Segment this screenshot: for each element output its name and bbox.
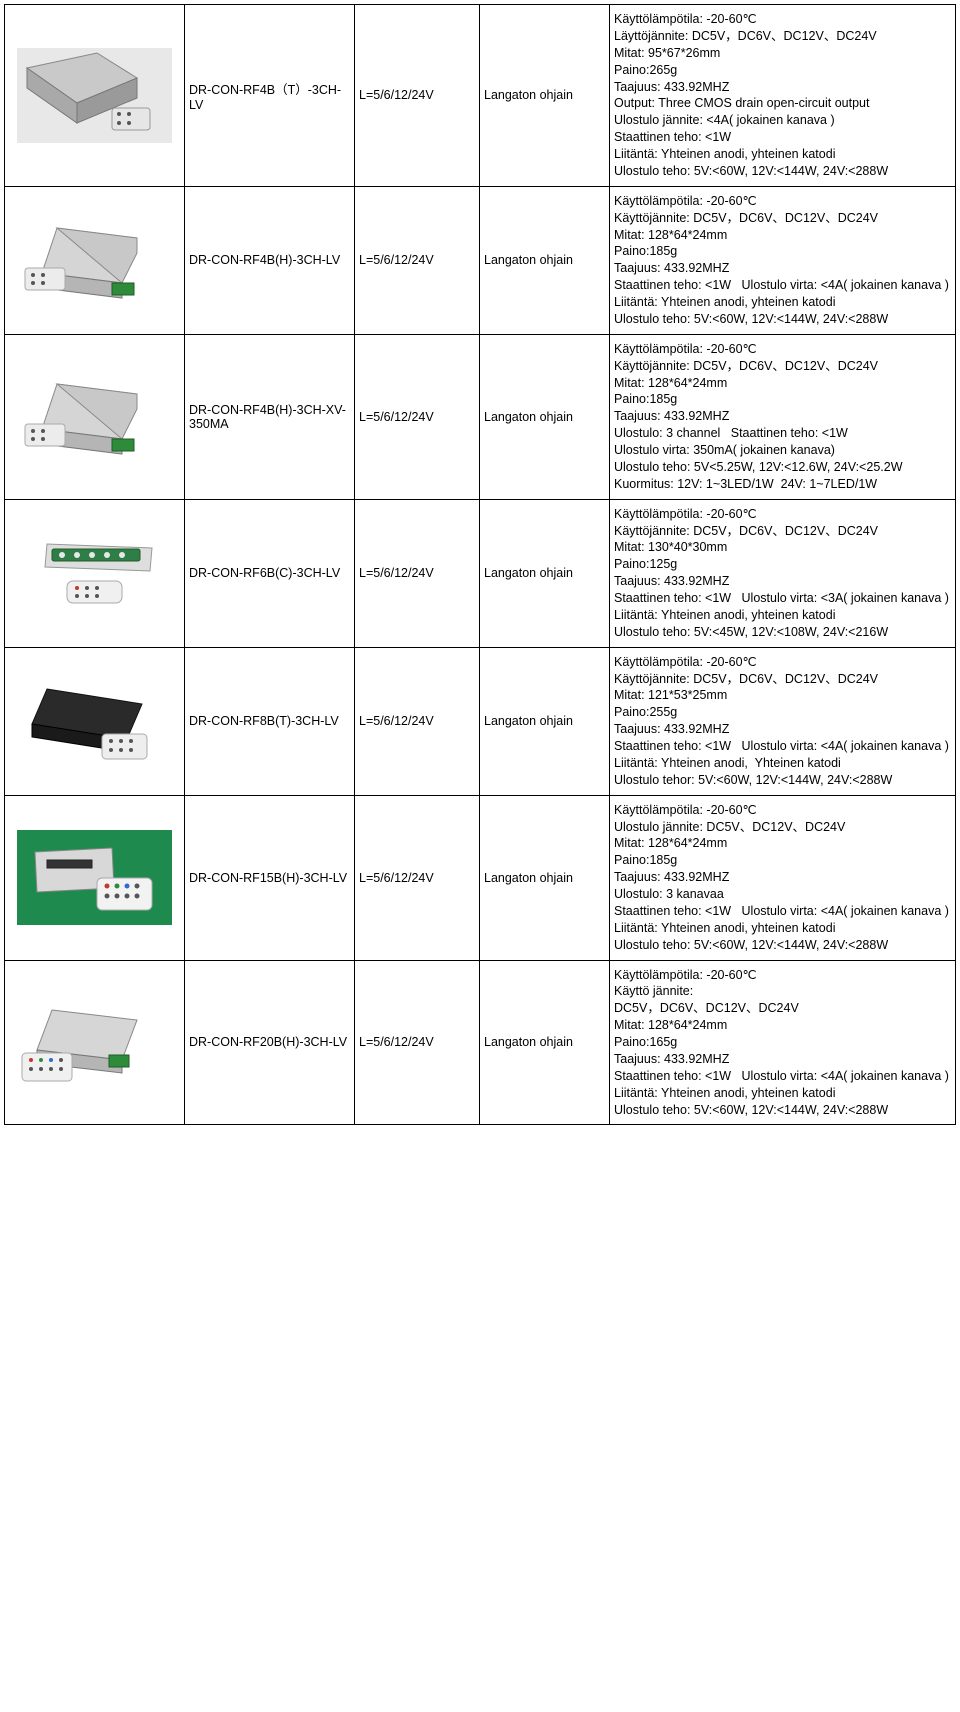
spec-text: Käyttölämpötila: -20-60℃ Ulostulo jännit… xyxy=(614,802,951,954)
table-row: DR-CON-RF20B(H)-3CH-LVL=5/6/12/24VLangat… xyxy=(5,960,956,1125)
product-image-cell xyxy=(5,5,185,187)
voltage-cell: L=5/6/12/24V xyxy=(355,795,480,960)
table-row: DR-CON-RF4B(H)-3CH-XV-350MAL=5/6/12/24VL… xyxy=(5,334,956,499)
spec-text: Käyttölämpötila: -20-60℃ Käyttöjännite: … xyxy=(614,506,951,641)
control-cell: Langaton ohjain xyxy=(480,499,610,647)
spec-cell: Käyttölämpötila: -20-60℃ Käyttö jännite:… xyxy=(610,960,956,1125)
product-image-cell xyxy=(5,795,185,960)
spec-text: Käyttölämpötila: -20-60℃ Käyttö jännite:… xyxy=(614,967,951,1119)
spec-cell: Käyttölämpötila: -20-60℃ Läyttöjännite: … xyxy=(610,5,956,187)
product-image-cell xyxy=(5,334,185,499)
spec-text: Käyttölämpötila: -20-60℃ Käyttöjännite: … xyxy=(614,341,951,493)
product-image xyxy=(17,518,172,628)
voltage-cell: L=5/6/12/24V xyxy=(355,647,480,795)
control-cell: Langaton ohjain xyxy=(480,647,610,795)
model-cell: DR-CON-RF15B(H)-3CH-LV xyxy=(185,795,355,960)
table-row: DR-CON-RF4B(H)-3CH-LVL=5/6/12/24VLangato… xyxy=(5,186,956,334)
spec-cell: Käyttölämpötila: -20-60℃ Käyttöjännite: … xyxy=(610,499,956,647)
voltage-cell: L=5/6/12/24V xyxy=(355,186,480,334)
control-cell: Langaton ohjain xyxy=(480,186,610,334)
spec-cell: Käyttölämpötila: -20-60℃ Käyttöjännite: … xyxy=(610,647,956,795)
spec-text: Käyttölämpötila: -20-60℃ Läyttöjännite: … xyxy=(614,11,951,180)
table-row: DR-CON-RF8B(T)-3CH-LVL=5/6/12/24VLangato… xyxy=(5,647,956,795)
model-cell: DR-CON-RF6B(C)-3CH-LV xyxy=(185,499,355,647)
spec-cell: Käyttölämpötila: -20-60℃ Käyttöjännite: … xyxy=(610,186,956,334)
product-table: DR-CON-RF4B（T）-3CH-LVL=5/6/12/24VLangato… xyxy=(4,4,956,1125)
spec-text: Käyttölämpötila: -20-60℃ Käyttöjännite: … xyxy=(614,193,951,328)
voltage-cell: L=5/6/12/24V xyxy=(355,334,480,499)
product-image xyxy=(17,987,172,1097)
voltage-cell: L=5/6/12/24V xyxy=(355,499,480,647)
product-image-cell xyxy=(5,499,185,647)
table-row: DR-CON-RF6B(C)-3CH-LVL=5/6/12/24VLangato… xyxy=(5,499,956,647)
product-image xyxy=(17,40,172,150)
control-cell: Langaton ohjain xyxy=(480,795,610,960)
voltage-cell: L=5/6/12/24V xyxy=(355,960,480,1125)
model-cell: DR-CON-RF4B(H)-3CH-LV xyxy=(185,186,355,334)
control-cell: Langaton ohjain xyxy=(480,5,610,187)
product-image xyxy=(17,666,172,776)
product-image xyxy=(17,362,172,472)
control-cell: Langaton ohjain xyxy=(480,334,610,499)
product-image-cell xyxy=(5,186,185,334)
spec-cell: Käyttölämpötila: -20-60℃ Käyttöjännite: … xyxy=(610,334,956,499)
table-row: DR-CON-RF4B（T）-3CH-LVL=5/6/12/24VLangato… xyxy=(5,5,956,187)
voltage-cell: L=5/6/12/24V xyxy=(355,5,480,187)
model-cell: DR-CON-RF8B(T)-3CH-LV xyxy=(185,647,355,795)
model-cell: DR-CON-RF20B(H)-3CH-LV xyxy=(185,960,355,1125)
table-row: DR-CON-RF15B(H)-3CH-LVL=5/6/12/24VLangat… xyxy=(5,795,956,960)
spec-cell: Käyttölämpötila: -20-60℃ Ulostulo jännit… xyxy=(610,795,956,960)
product-image xyxy=(17,823,172,933)
product-image-cell xyxy=(5,960,185,1125)
model-cell: DR-CON-RF4B（T）-3CH-LV xyxy=(185,5,355,187)
product-image xyxy=(17,205,172,315)
model-cell: DR-CON-RF4B(H)-3CH-XV-350MA xyxy=(185,334,355,499)
control-cell: Langaton ohjain xyxy=(480,960,610,1125)
spec-text: Käyttölämpötila: -20-60℃ Käyttöjännite: … xyxy=(614,654,951,789)
product-image-cell xyxy=(5,647,185,795)
